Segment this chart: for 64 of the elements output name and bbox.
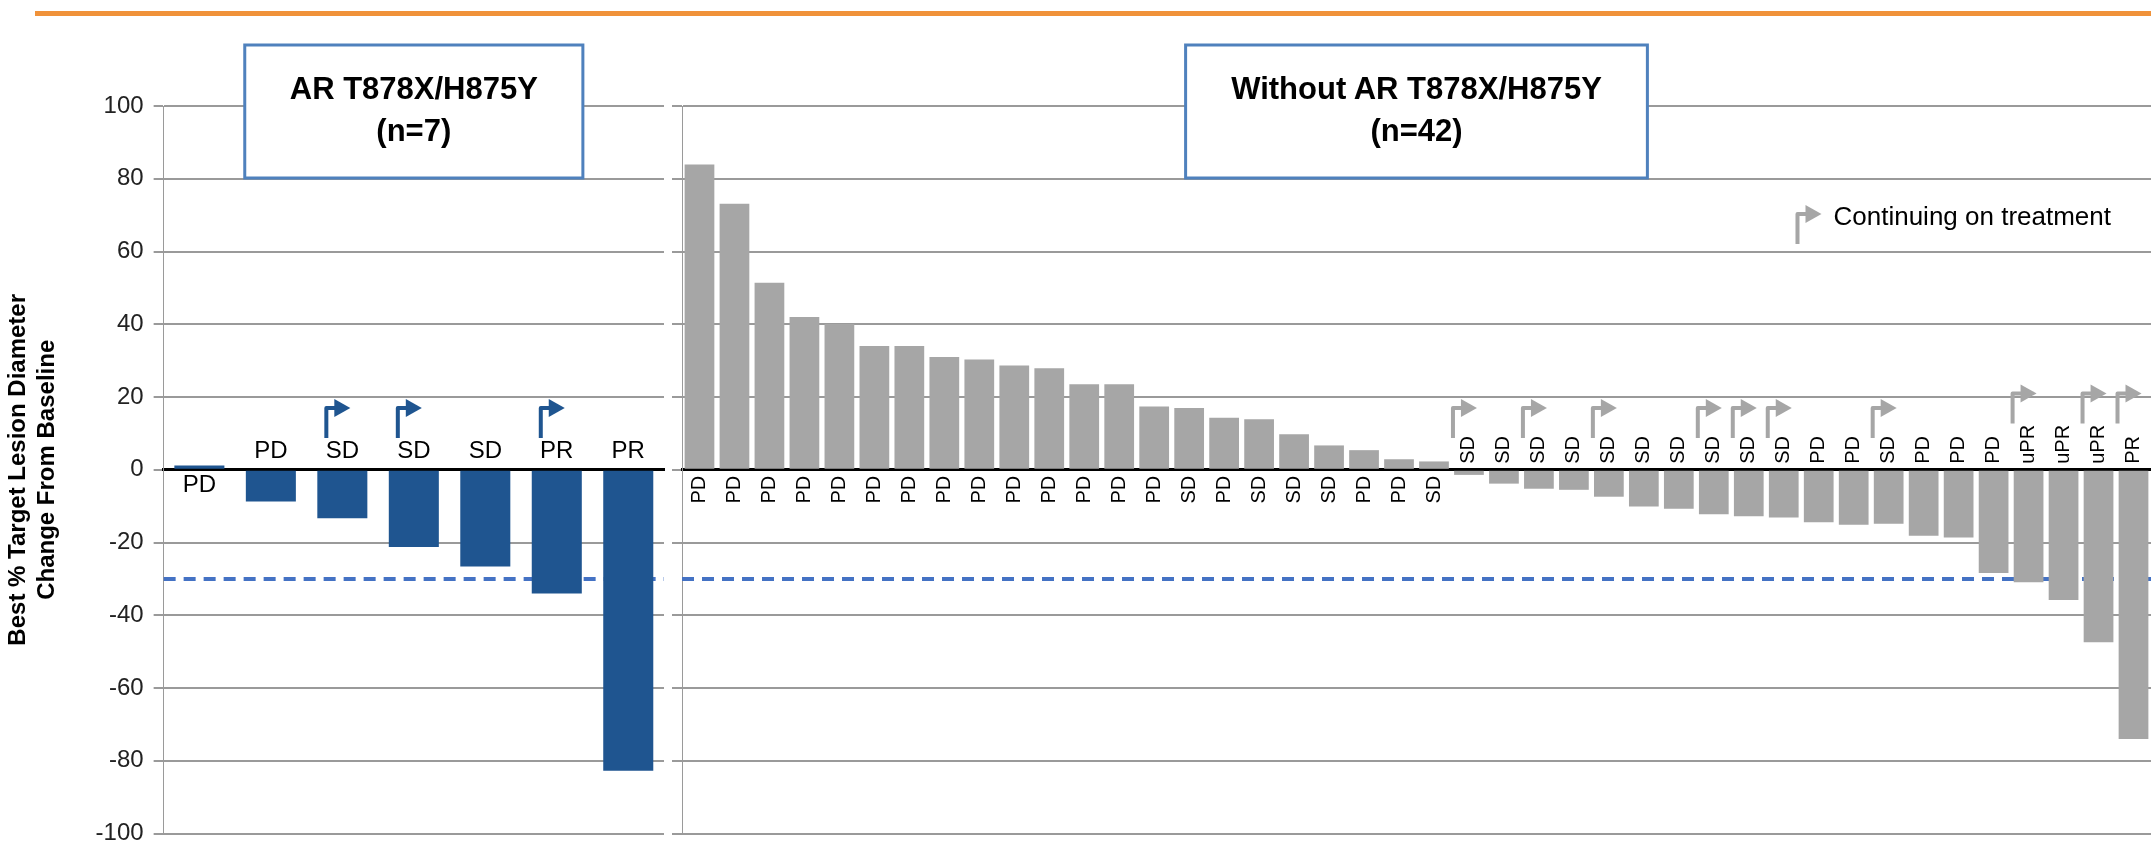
y-tick-label: -80: [108, 745, 144, 773]
category-label: SD: [1736, 436, 1759, 464]
category-label: SD: [1561, 436, 1584, 464]
category-label: PD: [861, 475, 884, 504]
category-label: SD: [1421, 475, 1444, 504]
category-label: SD: [325, 436, 360, 464]
category-label: SD: [1456, 436, 1479, 464]
category-label: PD: [1036, 475, 1059, 504]
category-label: SD: [1281, 475, 1304, 504]
category-label: PD: [721, 475, 744, 504]
category-label: PD: [1841, 436, 1864, 464]
category-label: PD: [1911, 436, 1934, 464]
category-label: SD: [1631, 436, 1654, 464]
y-tick-label: 40: [116, 308, 144, 336]
y-tick-label: 0: [130, 454, 144, 482]
category-label: PD: [1071, 475, 1094, 504]
category-label: SD: [1876, 436, 1899, 464]
category-label: PD: [931, 475, 954, 504]
category-label: SD: [1246, 475, 1269, 504]
category-label: PR: [2121, 436, 2144, 464]
y-tick-label: -60: [108, 672, 144, 700]
category-label: PD: [182, 470, 217, 498]
category-label: PD: [1211, 475, 1234, 504]
category-label: uPR: [2086, 424, 2109, 464]
category-label: PR: [611, 436, 645, 464]
category-label: PD: [756, 475, 779, 504]
category-label: SD: [1526, 436, 1549, 464]
category-label: PD: [826, 475, 849, 504]
category-label: SD: [1316, 475, 1339, 504]
y-tick-label: -100: [95, 818, 144, 846]
chart-title: Without AR T878X/H875Y (n=42): [1231, 71, 1603, 149]
legend-label: Continuing on treatment: [1833, 201, 2112, 232]
category-label: PD: [1351, 475, 1374, 504]
category-label: SD: [468, 436, 502, 464]
category-label: PD: [1386, 475, 1409, 504]
category-label: PD: [896, 475, 919, 504]
category-label: PD: [1141, 475, 1164, 504]
category-label: PD: [254, 436, 288, 464]
category-label: PD: [687, 475, 709, 504]
category-label: SD: [1176, 475, 1199, 504]
category-label: SD: [1701, 436, 1724, 464]
chart-title: AR T878X/H875Y (n=7): [289, 71, 539, 149]
category-label: PD: [1946, 436, 1969, 464]
category-label: PR: [540, 436, 574, 464]
category-label: PD: [1001, 475, 1024, 504]
y-tick-label: 100: [103, 90, 144, 118]
category-label: PD: [1106, 475, 1129, 504]
category-label: uPR: [2016, 424, 2039, 464]
category-label: SD: [1771, 436, 1794, 464]
category-label: SD: [1596, 436, 1619, 464]
y-tick-label: 60: [116, 236, 144, 264]
category-label: SD: [397, 436, 431, 464]
category-label: PD: [1981, 436, 2004, 464]
y-tick-label: 20: [116, 381, 144, 409]
y-tick-label: 80: [116, 163, 144, 191]
category-label: uPR: [2051, 424, 2074, 464]
y-axis-title: Best % Target Lesion Diameter Change From Baseline: [3, 293, 59, 646]
category-label: PD: [1806, 436, 1829, 464]
category-label: SD: [1666, 436, 1689, 464]
category-label: PD: [966, 475, 989, 504]
y-tick-label: -20: [108, 527, 144, 555]
y-tick-label: -40: [108, 599, 144, 627]
category-label: SD: [1491, 436, 1514, 464]
category-label: PD: [791, 475, 814, 504]
